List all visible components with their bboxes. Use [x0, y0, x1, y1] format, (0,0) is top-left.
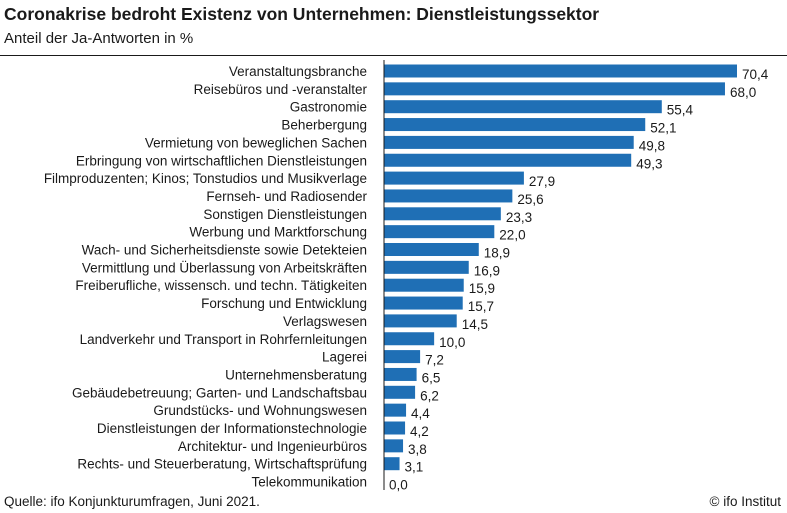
value-label: 0,0: [389, 478, 408, 492]
header-divider: [0, 55, 787, 56]
bar: [384, 225, 495, 239]
category-label: Unternehmensberatung: [225, 367, 367, 382]
value-label: 15,7: [468, 299, 494, 314]
chart-title: Coronakrise bedroht Existenz von Unterne…: [4, 4, 600, 24]
category-label: Beherbergung: [281, 118, 367, 133]
value-label: 16,9: [474, 263, 500, 278]
bar: [384, 421, 406, 435]
category-label: Freiberufliche, wissensch. und techn. Tä…: [75, 278, 367, 293]
bar: [384, 118, 646, 132]
category-label: Veranstaltungsbranche: [229, 64, 367, 79]
bar-chart: Veranstaltungsbranche 70,4 Reisebüros und …: [44, 60, 769, 492]
value-label: 49,3: [636, 156, 662, 171]
bar: [384, 189, 513, 203]
value-label: 23,3: [506, 210, 532, 225]
bar: [384, 385, 416, 399]
category-label: Grundstücks- und Wohnungswesen: [153, 403, 367, 418]
category-label: Filmproduzenten; Kinos; Tonstudios und M…: [44, 171, 367, 186]
category-label: Vermittlung und Überlassung von Arbeitsk…: [82, 260, 367, 275]
bar: [384, 171, 524, 185]
bar: [384, 296, 463, 310]
bar: [384, 207, 501, 221]
category-label: Vermietung von beweglichen Sachen: [145, 135, 367, 150]
value-label: 27,9: [529, 174, 555, 189]
bar: [384, 350, 421, 364]
value-label: 4,4: [411, 406, 430, 421]
category-label: Verlagswesen: [283, 314, 367, 329]
source-note: Quelle: ifo Konjunkturumfragen, Juni 202…: [4, 494, 260, 509]
bar: [384, 457, 400, 471]
value-label: 15,9: [469, 281, 495, 296]
value-label: 70,4: [742, 67, 769, 82]
value-label: 49,8: [639, 138, 665, 153]
value-label: 10,0: [439, 335, 465, 350]
value-label: 6,2: [420, 388, 439, 403]
bar: [384, 153, 632, 167]
category-label: Sonstigen Dienstleistungen: [203, 207, 367, 222]
category-label: Werbung und Marktforschung: [189, 225, 367, 240]
category-label: Lagerei: [322, 350, 367, 365]
value-label: 55,4: [667, 103, 694, 118]
bar: [384, 243, 479, 256]
value-label: 4,2: [410, 424, 429, 439]
value-label: 3,8: [408, 442, 427, 457]
value-label: 6,5: [422, 370, 441, 385]
category-label: Landverkehr und Transport in Rohrfernlei…: [80, 332, 367, 347]
bar: [384, 278, 464, 292]
category-label: Forschung und Entwicklung: [201, 296, 367, 311]
bar: [384, 260, 469, 274]
bar: [384, 439, 404, 453]
bar: [384, 64, 737, 78]
category-label: Gastronomie: [290, 100, 367, 115]
value-label: 25,6: [517, 192, 543, 207]
value-label: 68,0: [730, 85, 756, 100]
category-label: Erbringung von wirtschaftlichen Dienstle…: [76, 153, 367, 168]
category-label: Gebäudebetreuung; Garten- und Landschaft…: [72, 385, 367, 400]
category-label: Dienstleistungen der Informationstechnol…: [97, 421, 367, 436]
value-label: 3,1: [405, 460, 424, 475]
category-label: Reisebüros und -veranstalter: [194, 82, 368, 97]
value-label: 22,0: [499, 228, 525, 243]
value-label: 14,5: [462, 317, 488, 332]
bar: [384, 403, 407, 417]
bar: [384, 100, 662, 114]
bar: [384, 135, 634, 149]
category-label: Fernseh- und Radiosender: [206, 189, 367, 204]
bar: [384, 82, 725, 96]
bar: [384, 332, 435, 346]
value-label: 52,1: [650, 121, 676, 136]
category-label: Architektur- und Ingenieurbüros: [178, 439, 367, 454]
copyright-note: © ifo Institut: [709, 494, 781, 509]
value-label: 18,9: [484, 246, 510, 261]
bar: [384, 367, 417, 381]
category-label: Telekommunikation: [251, 475, 367, 490]
chart-subtitle: Anteil der Ja-Antworten in %: [4, 30, 194, 47]
category-label: Wach- und Sicherheitsdienste sowie Detek…: [82, 243, 367, 258]
bar: [384, 314, 457, 328]
category-label: Rechts- und Steuerberatung, Wirtschaftsp…: [77, 457, 367, 472]
value-label: 7,2: [425, 353, 444, 368]
